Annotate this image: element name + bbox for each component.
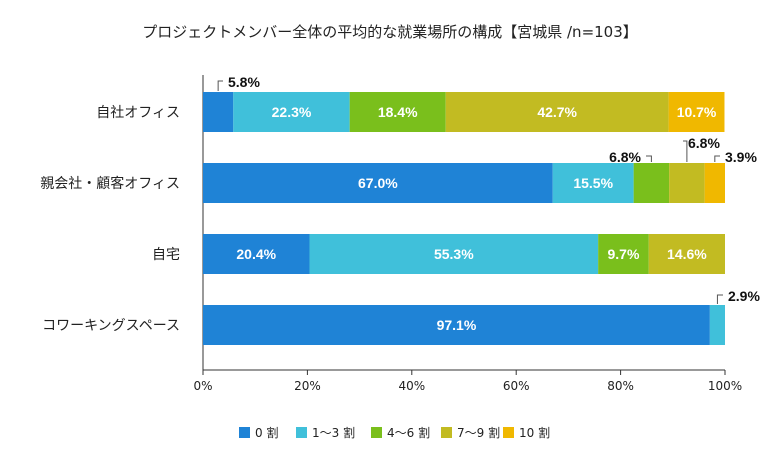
category-label: 親会社・顧客オフィス — [40, 175, 180, 192]
bar-segment — [233, 92, 350, 132]
bar-segment — [552, 163, 634, 203]
legend-label: 7〜9 割 — [457, 425, 500, 440]
data-label: 67.0% — [358, 175, 398, 191]
bar-segment — [709, 305, 725, 345]
label-leader-line — [217, 80, 223, 91]
legend-label: 1〜3 割 — [312, 425, 355, 440]
bar-segment — [309, 234, 599, 274]
data-label: 3.9% — [725, 149, 757, 165]
bar-segment — [668, 92, 725, 132]
legend: 0 割 1〜3 割 4〜6 割 7〜9 割 10 割 — [239, 425, 550, 440]
bar-segment — [203, 234, 310, 274]
data-label: 10.7% — [677, 104, 717, 120]
bar-segment — [704, 163, 725, 203]
data-label: 15.5% — [573, 175, 613, 191]
data-label: 5.8% — [228, 74, 260, 90]
label-leader-line — [646, 155, 652, 162]
plot-area: 0% 20% 40% 60% 80% 100% 自社オフィス 5.8% 22.3% 18.4% 42… — [40, 74, 760, 393]
x-tick-label: 40% — [398, 379, 425, 393]
label-leader-line — [714, 155, 720, 162]
data-label: 6.8% — [609, 149, 641, 165]
bar-segment — [203, 163, 553, 203]
data-label: 9.7% — [608, 246, 640, 262]
x-tick-label: 80% — [607, 379, 634, 393]
legend-swatch — [503, 427, 514, 438]
data-label: 22.3% — [272, 104, 312, 120]
chart-title: プロジェクトメンバー全体の平均的な就業場所の構成【宮城県 /n=103】 — [142, 23, 638, 41]
label-leader-line — [683, 140, 688, 162]
legend-label: 10 割 — [519, 425, 550, 440]
category-label: コワーキングスペース — [42, 318, 180, 334]
category-label: 自宅 — [152, 247, 180, 263]
data-label: 42.7% — [537, 104, 577, 120]
x-tick-label: 60% — [503, 379, 530, 393]
data-label: 97.1% — [437, 317, 477, 333]
legend-label: 4〜6 割 — [387, 425, 430, 440]
legend-label: 0 割 — [255, 425, 278, 440]
label-leader-line — [716, 294, 723, 304]
bar-segment — [445, 92, 669, 132]
data-label: 20.4% — [236, 246, 276, 262]
x-tick-label: 0% — [193, 379, 212, 393]
legend-swatch — [239, 427, 250, 438]
data-label: 14.6% — [667, 246, 707, 262]
x-tick-label: 20% — [294, 379, 321, 393]
bar-segment — [598, 234, 649, 274]
data-label: 6.8% — [688, 135, 720, 151]
bar-segment — [203, 92, 234, 132]
data-label: 2.9% — [728, 288, 760, 304]
category-label: 自社オフィス — [96, 105, 180, 121]
x-tick-label: 100% — [708, 379, 742, 393]
bar-segment — [648, 234, 725, 274]
data-label: 55.3% — [434, 246, 474, 262]
legend-swatch — [371, 427, 382, 438]
bar-segment — [203, 305, 710, 345]
data-label: 18.4% — [378, 104, 418, 120]
legend-swatch — [296, 427, 307, 438]
bar-segment — [349, 92, 446, 132]
bar-segment — [633, 163, 670, 203]
bar-segment — [669, 163, 705, 203]
legend-swatch — [441, 427, 452, 438]
